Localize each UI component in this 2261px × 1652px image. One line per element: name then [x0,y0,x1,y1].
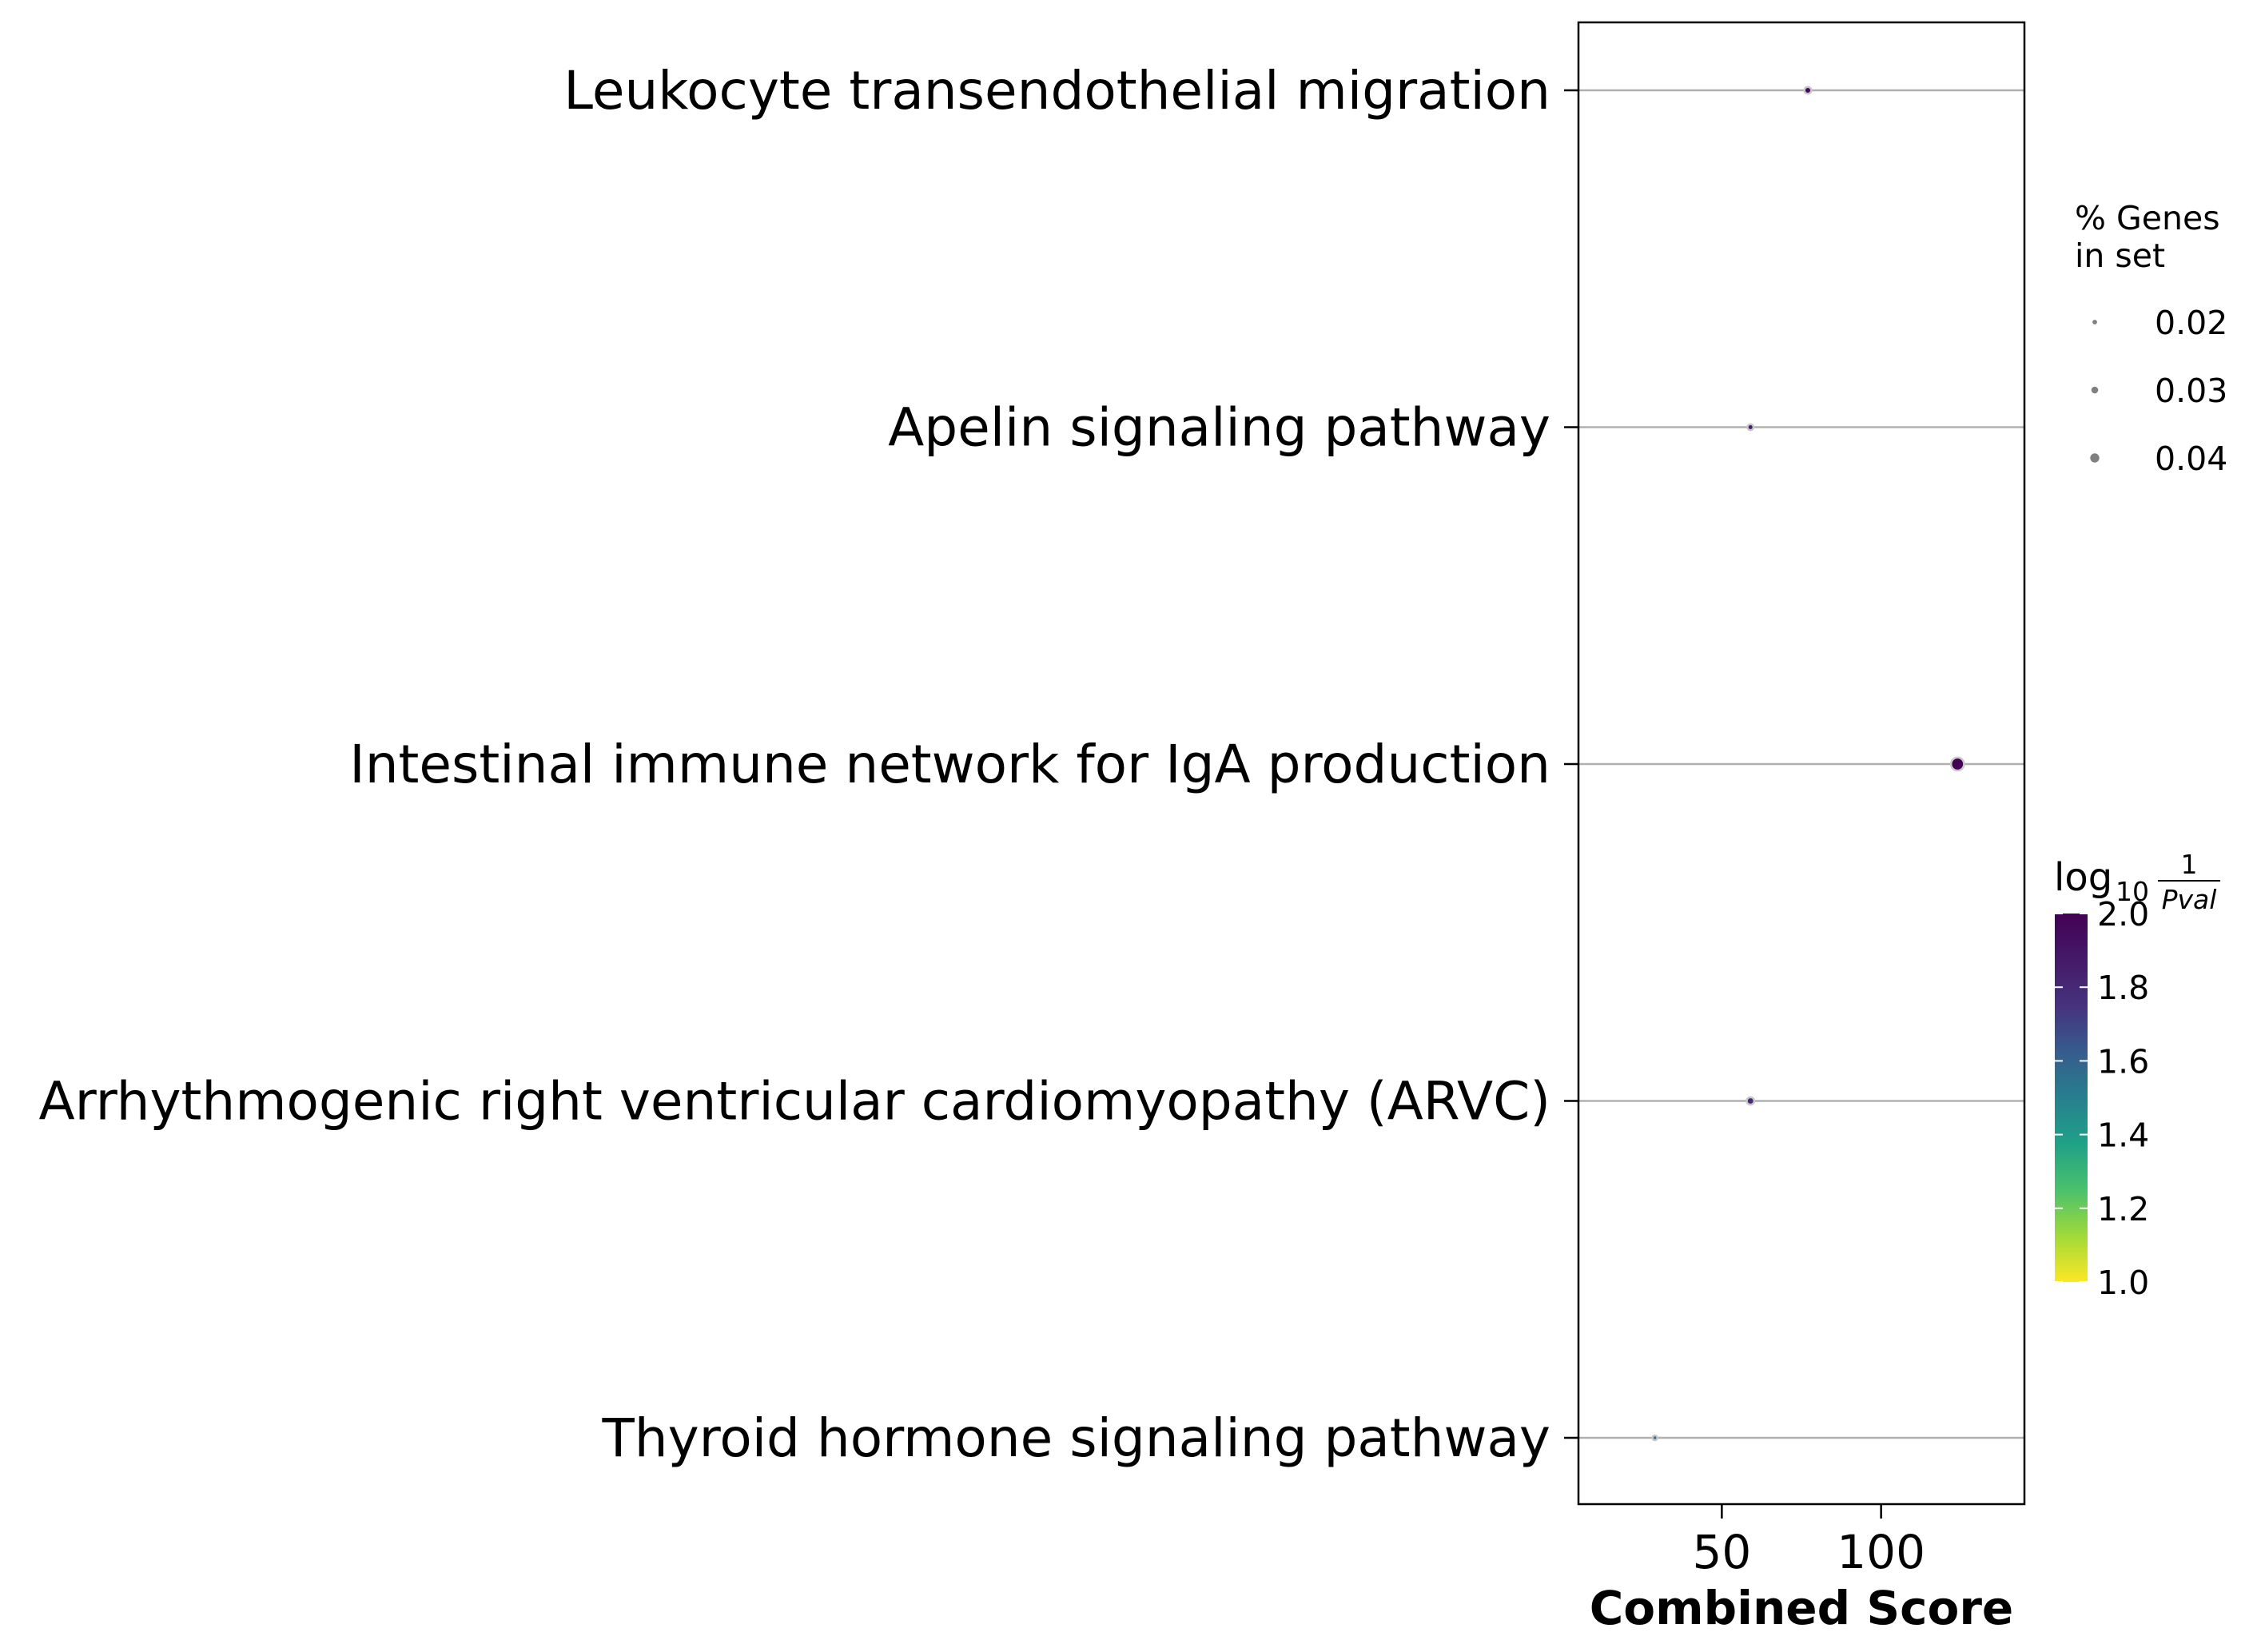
size-legend: % Genes in set 0.02 0.03 0.04 [2075,199,2227,478]
colorbar-tick-label: 1.6 [2097,1042,2149,1081]
data-point [1651,1434,1658,1442]
colorbar-gradient [2055,914,2088,1282]
size-legend-title-line-1: % Genes [2075,199,2220,237]
x-axis-title: Combined Score [1590,1581,2014,1635]
size-legend-label: 0.02 [2155,304,2227,342]
colorbar-tick-label: 1.0 [2097,1264,2149,1302]
x-axis: 50 100 [1692,1504,1925,1579]
data-point [1746,423,1755,432]
data-point [1746,1096,1756,1106]
colorbar-title-numerator: 1 [2181,849,2198,880]
size-legend-label: 0.04 [2155,440,2227,478]
data-point [1803,86,1813,95]
y-tick-label: Arrhythmogenic right ventricular cardiom… [39,1071,1550,1133]
size-legend-marker [2091,386,2099,394]
data-points [1651,86,1965,1442]
colorbar-tick-label: 1.8 [2097,969,2149,1007]
size-legend-marker [2092,320,2097,324]
data-point [1949,756,1965,772]
y-tick-label: Leukocyte transendothelial migration [563,60,1550,121]
colorbar-title-subscript: 10 [2116,876,2149,907]
y-tick-label: Thyroid hormone signaling pathway [601,1407,1550,1469]
size-legend-label: 0.03 [2155,372,2227,410]
y-tick-label: Intestinal immune network for IgA produc… [349,734,1550,795]
x-tick-label: 100 [1837,1525,1925,1579]
colorbar-title-log: log [2054,855,2112,900]
size-legend-title-line-2: in set [2075,237,2165,275]
x-tick-label: 50 [1692,1525,1751,1579]
colorbar-tick-label: 1.2 [2097,1190,2149,1228]
colorbar-tick-label: 1.4 [2097,1117,2149,1155]
colorbar-tick-label: 2.0 [2097,895,2149,933]
y-tick-label: Apelin signaling pathway [888,397,1550,459]
colorbar: log 10 1 Pval 1.0 1.2 1.4 1.6 1.8 2.0 [2054,849,2220,1302]
colorbar-title-denominator: Pval [2162,884,2217,915]
size-legend-marker [2090,453,2100,463]
y-axis: Leukocyte transendothelial migration Apel… [39,60,1578,1469]
